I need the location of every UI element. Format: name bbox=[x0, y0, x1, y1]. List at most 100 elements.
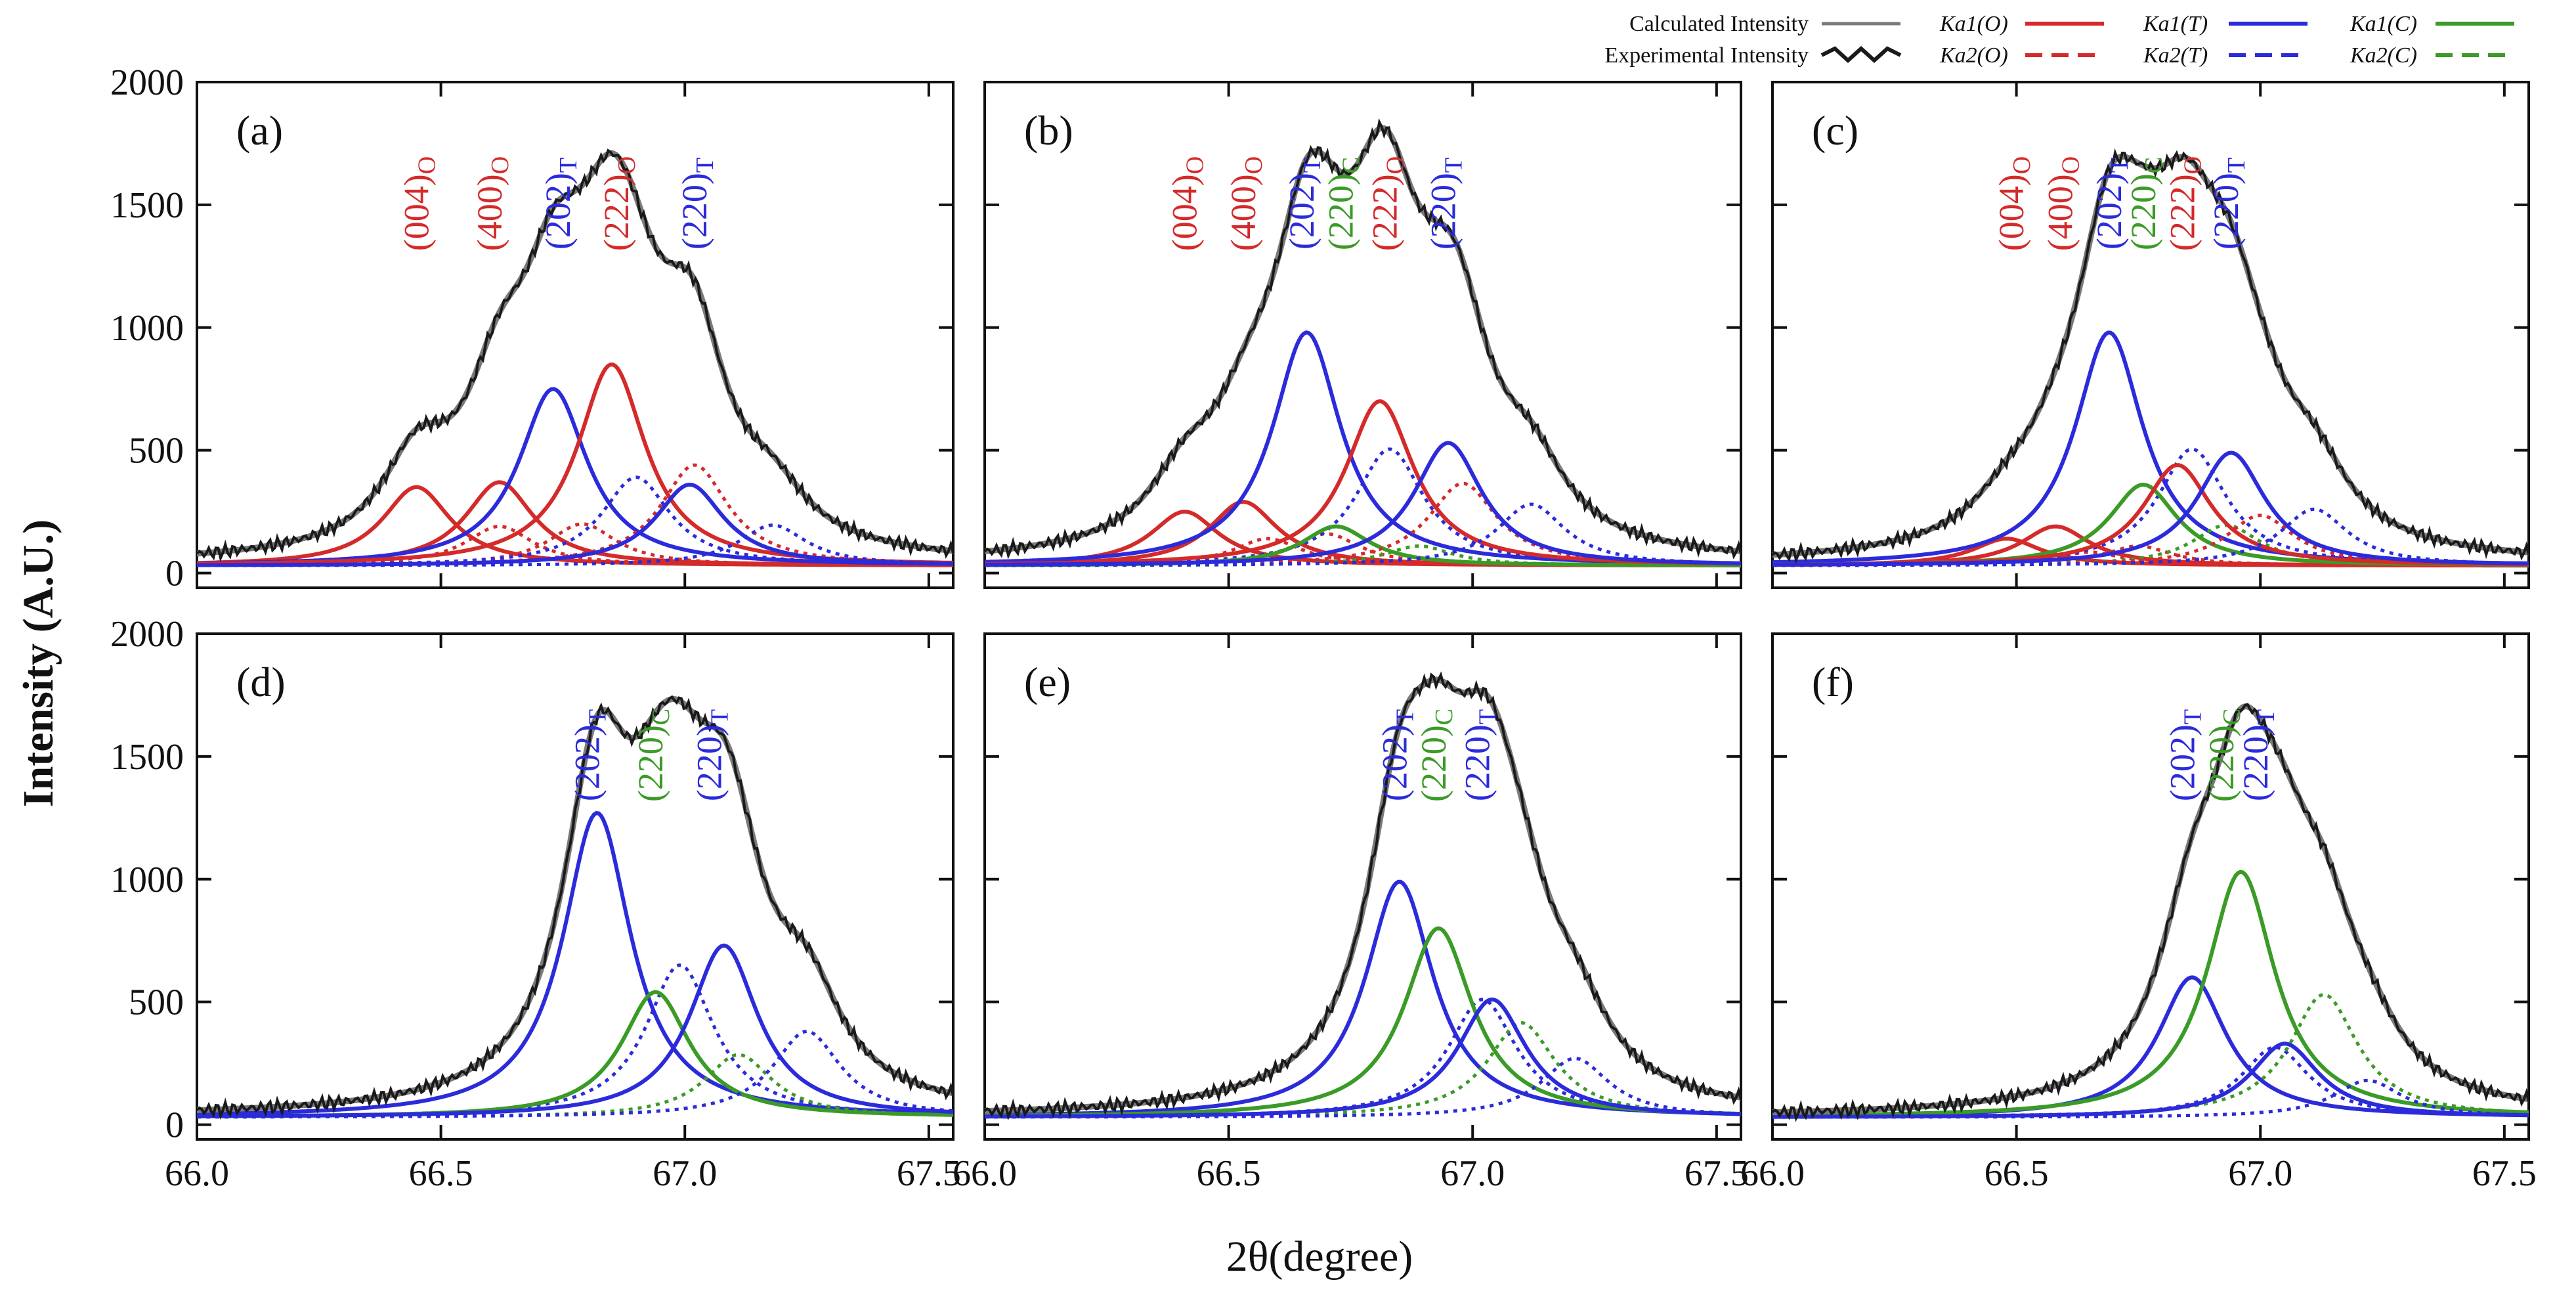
peak-label: (220)T bbox=[1458, 709, 1502, 801]
peak-label: (220)C bbox=[1321, 157, 1365, 250]
peak-label: (222)O bbox=[597, 156, 641, 251]
peak-label: (400)O bbox=[2041, 156, 2085, 251]
peak-label: (220)C bbox=[631, 709, 675, 802]
panel-a: 0 500 1000 1500 2000 (a) (004)O (400)O (202)T (22… bbox=[110, 62, 955, 594]
peak-label: (202)T bbox=[2090, 158, 2134, 250]
curves bbox=[1772, 148, 2529, 568]
ka1-peak-t bbox=[1772, 1042, 2529, 1119]
experimental-intensity bbox=[197, 695, 953, 1120]
y-tick-label: 2000 bbox=[110, 614, 184, 655]
curves bbox=[197, 148, 953, 567]
experimental-intensity bbox=[1772, 148, 2529, 564]
x-tick-label: 66.0 bbox=[953, 1153, 1017, 1194]
peak-label: (202)T bbox=[1282, 158, 1326, 250]
ka1-peak-c bbox=[1772, 869, 2529, 1118]
ka2-peak-t bbox=[985, 447, 1741, 566]
peak-label: (400)O bbox=[470, 156, 514, 251]
peak-label: (400)O bbox=[1224, 156, 1268, 251]
ka2-peak-t bbox=[197, 1029, 953, 1119]
peak-label: (202)T bbox=[568, 709, 612, 801]
peak-label: (004)O bbox=[1992, 156, 2036, 251]
ka1-peak-t bbox=[985, 997, 1741, 1119]
legend-ka1-o-label: Ka1(O) bbox=[1939, 12, 2008, 36]
panel-e: 66.0 66.5 67.0 67.5 (e) (202)T(220)C(220)T bbox=[953, 632, 1749, 1194]
ka1-peak-t bbox=[985, 441, 1741, 567]
panel-f: 66.0 66.5 67.0 67.5(f)(202)T(220)C(220)T bbox=[1740, 632, 2537, 1194]
panel-letter: (a) bbox=[236, 107, 283, 154]
panel-letter: (d) bbox=[236, 659, 286, 705]
x-tick-label: 67.5 bbox=[897, 1153, 961, 1194]
panel-letter: (c) bbox=[1812, 107, 1858, 154]
x-tick-label: 66.5 bbox=[1197, 1153, 1261, 1194]
ka2-peak-t bbox=[197, 523, 953, 567]
ka1-peak-t bbox=[1772, 330, 2529, 565]
y-tick-label: 500 bbox=[129, 431, 184, 472]
ka2-peak-t bbox=[985, 1057, 1741, 1119]
y-tick-label: 1000 bbox=[110, 308, 184, 349]
x-tick-label: 67.0 bbox=[2228, 1153, 2292, 1194]
ka2-peak-c bbox=[985, 1021, 1741, 1118]
legend-ka2-o-label: Ka2(O) bbox=[1939, 43, 2008, 68]
ka2-peak-o bbox=[1772, 514, 2529, 567]
panel-letter: (b) bbox=[1024, 107, 1073, 154]
x-tick-label: 67.5 bbox=[2472, 1153, 2537, 1194]
peak-label: (220)T bbox=[689, 709, 733, 801]
ka1-peak-t bbox=[1772, 451, 2529, 567]
panel-letter: (f) bbox=[1812, 659, 1854, 705]
calculated-intensity bbox=[985, 125, 1741, 555]
peak-label: (222)O bbox=[1365, 156, 1409, 251]
ka1-peak-t bbox=[197, 810, 953, 1116]
peak-label: (202)T bbox=[1375, 709, 1419, 801]
legend-ka2-t-label: Ka2(T) bbox=[2143, 43, 2208, 68]
ka2-peak-o bbox=[197, 463, 953, 567]
ka2-peak-c bbox=[985, 544, 1741, 567]
x-tick-label: 67.0 bbox=[653, 1153, 717, 1194]
legend-experimental-label: Experimental Intensity bbox=[1604, 43, 1809, 68]
ka2-peak-o bbox=[985, 481, 1741, 567]
peak-label: (220)T bbox=[675, 158, 719, 250]
y-tick-label: 1500 bbox=[110, 737, 184, 778]
ka1-peak-o bbox=[985, 399, 1741, 566]
curves bbox=[985, 118, 1741, 567]
panel-c: (c)(004)O(400)O(202)T(220)C(222)O(220)T bbox=[1771, 81, 2530, 589]
panel-d: 66.0 66.5 67.0 67.5 0 500 1000 1500 2000 (d) (202)… bbox=[110, 614, 961, 1194]
peak-label: (004)O bbox=[1165, 156, 1209, 251]
legend-ka1-c-label: Ka1(C) bbox=[2350, 12, 2417, 36]
x-tick-label: 66.5 bbox=[409, 1153, 473, 1194]
ka1-peak-t bbox=[197, 943, 953, 1118]
x-tick-label: 66.5 bbox=[1985, 1153, 2049, 1194]
ka2-peak-t bbox=[985, 502, 1741, 567]
peak-label: (004)O bbox=[397, 156, 441, 251]
plot-frame bbox=[196, 632, 955, 1141]
ka2-peak-t bbox=[985, 998, 1741, 1118]
x-tick-label: 67.0 bbox=[1440, 1153, 1505, 1194]
ka1-peak-o bbox=[1772, 463, 2529, 567]
legend: Calculated Intensity Experimental Intens… bbox=[1604, 12, 2514, 68]
plot-frame bbox=[983, 632, 1742, 1141]
ka1-peak-c bbox=[985, 926, 1741, 1118]
peak-label: (220)T bbox=[1424, 158, 1468, 250]
ka2-peak-o bbox=[1772, 544, 2529, 567]
plot-frame bbox=[1771, 81, 2530, 589]
x-tick-label: 67.5 bbox=[1685, 1153, 1749, 1194]
plot-frame bbox=[983, 81, 1742, 589]
y-tick-label: 2000 bbox=[110, 62, 184, 103]
plot-frame bbox=[1771, 632, 2530, 1141]
y-tick-label: 0 bbox=[165, 554, 184, 594]
legend-calculated-label: Calculated Intensity bbox=[1629, 12, 1809, 36]
panel-letter: (e) bbox=[1024, 659, 1071, 705]
plot-frame bbox=[196, 81, 955, 589]
x-tick-label: 66.0 bbox=[165, 1153, 229, 1194]
legend-ka1-t-label: Ka1(T) bbox=[2143, 12, 2208, 36]
ka2-peak-t bbox=[1772, 1078, 2529, 1119]
ka2-peak-t bbox=[197, 963, 953, 1118]
y-axis-title: Intensity (A.U.) bbox=[14, 519, 62, 807]
peak-label: (220)C bbox=[1414, 709, 1458, 802]
panels: 0500100015002000(a)(004)O(400)O(202)T(22… bbox=[110, 62, 2537, 1194]
panel-b: (b) (004)O (400)O (202)T(220)C(222)O (220)T bbox=[983, 81, 1742, 589]
legend-ka2-c-label: Ka2(C) bbox=[2350, 43, 2417, 68]
peak-label: (220)T bbox=[2236, 709, 2280, 801]
peak-label: (202)T bbox=[2162, 709, 2206, 801]
peak-label: (202)T bbox=[538, 158, 582, 250]
